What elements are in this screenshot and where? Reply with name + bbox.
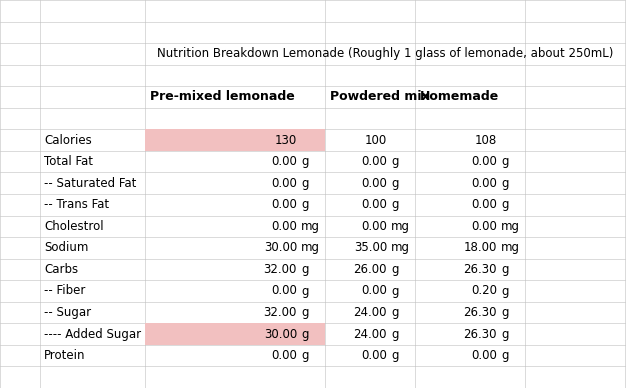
Text: Sodium: Sodium <box>44 241 88 255</box>
Text: 26.30: 26.30 <box>463 263 497 276</box>
Text: g: g <box>391 177 399 190</box>
Text: 30.00: 30.00 <box>263 327 297 341</box>
Text: 0.00: 0.00 <box>361 349 387 362</box>
Text: 0.00: 0.00 <box>271 349 297 362</box>
Text: mg: mg <box>391 220 410 233</box>
Text: g: g <box>391 263 399 276</box>
Text: 0.00: 0.00 <box>271 198 297 211</box>
Text: 0.00: 0.00 <box>271 284 297 298</box>
Text: g: g <box>501 306 508 319</box>
Text: 0.00: 0.00 <box>361 220 387 233</box>
Text: g: g <box>501 327 508 341</box>
Text: g: g <box>301 177 308 190</box>
Text: Pre-mixed lemonade: Pre-mixed lemonade <box>150 90 295 104</box>
Text: 26.30: 26.30 <box>463 327 497 341</box>
Text: 24.00: 24.00 <box>353 306 387 319</box>
Text: 0.00: 0.00 <box>361 155 387 168</box>
Text: mg: mg <box>501 220 520 233</box>
Text: g: g <box>391 327 399 341</box>
Text: g: g <box>501 263 508 276</box>
Text: 0.00: 0.00 <box>361 284 387 298</box>
Text: Total Fat: Total Fat <box>44 155 93 168</box>
Text: 0.00: 0.00 <box>271 177 297 190</box>
Text: g: g <box>301 306 308 319</box>
Text: g: g <box>501 155 508 168</box>
Text: g: g <box>391 198 399 211</box>
Text: g: g <box>301 263 308 276</box>
Text: 0.00: 0.00 <box>471 155 497 168</box>
Text: 26.30: 26.30 <box>463 306 497 319</box>
Text: 24.00: 24.00 <box>353 327 387 341</box>
Text: 108: 108 <box>475 133 497 147</box>
Text: 35.00: 35.00 <box>354 241 387 255</box>
Text: mg: mg <box>301 220 320 233</box>
Text: Nutrition Breakdown Lemonade (Roughly 1 glass of lemonade, about 250mL): Nutrition Breakdown Lemonade (Roughly 1 … <box>157 47 613 61</box>
Text: g: g <box>301 349 308 362</box>
Text: Carbs: Carbs <box>44 263 78 276</box>
Text: Cholestrol: Cholestrol <box>44 220 104 233</box>
Text: g: g <box>391 284 399 298</box>
Text: -- Sugar: -- Sugar <box>44 306 91 319</box>
Text: 0.00: 0.00 <box>471 349 497 362</box>
Text: 26.00: 26.00 <box>353 263 387 276</box>
Text: Homemade: Homemade <box>420 90 499 104</box>
Text: g: g <box>301 198 308 211</box>
Text: 30.00: 30.00 <box>263 241 297 255</box>
Text: ---- Added Sugar: ---- Added Sugar <box>44 327 141 341</box>
Text: Powdered mix: Powdered mix <box>330 90 429 104</box>
Text: g: g <box>301 327 308 341</box>
Text: g: g <box>391 155 399 168</box>
Text: -- Saturated Fat: -- Saturated Fat <box>44 177 137 190</box>
Text: mg: mg <box>501 241 520 255</box>
Text: g: g <box>301 155 308 168</box>
Text: 0.00: 0.00 <box>361 198 387 211</box>
Text: g: g <box>501 198 508 211</box>
Text: 18.00: 18.00 <box>463 241 497 255</box>
Text: -- Trans Fat: -- Trans Fat <box>44 198 109 211</box>
Text: 0.00: 0.00 <box>471 198 497 211</box>
Text: 0.20: 0.20 <box>471 284 497 298</box>
Text: 130: 130 <box>275 133 297 147</box>
Bar <box>145 129 325 151</box>
Text: 0.00: 0.00 <box>271 155 297 168</box>
Text: 0.00: 0.00 <box>471 220 497 233</box>
Text: Protein: Protein <box>44 349 85 362</box>
Bar <box>145 323 325 345</box>
Text: mg: mg <box>301 241 320 255</box>
Text: g: g <box>391 349 399 362</box>
Text: 32.00: 32.00 <box>263 306 297 319</box>
Text: g: g <box>501 349 508 362</box>
Text: 0.00: 0.00 <box>361 177 387 190</box>
Text: 0.00: 0.00 <box>471 177 497 190</box>
Text: -- Fiber: -- Fiber <box>44 284 85 298</box>
Text: g: g <box>391 306 399 319</box>
Text: 0.00: 0.00 <box>271 220 297 233</box>
Text: mg: mg <box>391 241 410 255</box>
Text: g: g <box>501 177 508 190</box>
Text: 100: 100 <box>365 133 387 147</box>
Text: 32.00: 32.00 <box>263 263 297 276</box>
Text: g: g <box>501 284 508 298</box>
Text: g: g <box>301 284 308 298</box>
Text: Calories: Calories <box>44 133 92 147</box>
